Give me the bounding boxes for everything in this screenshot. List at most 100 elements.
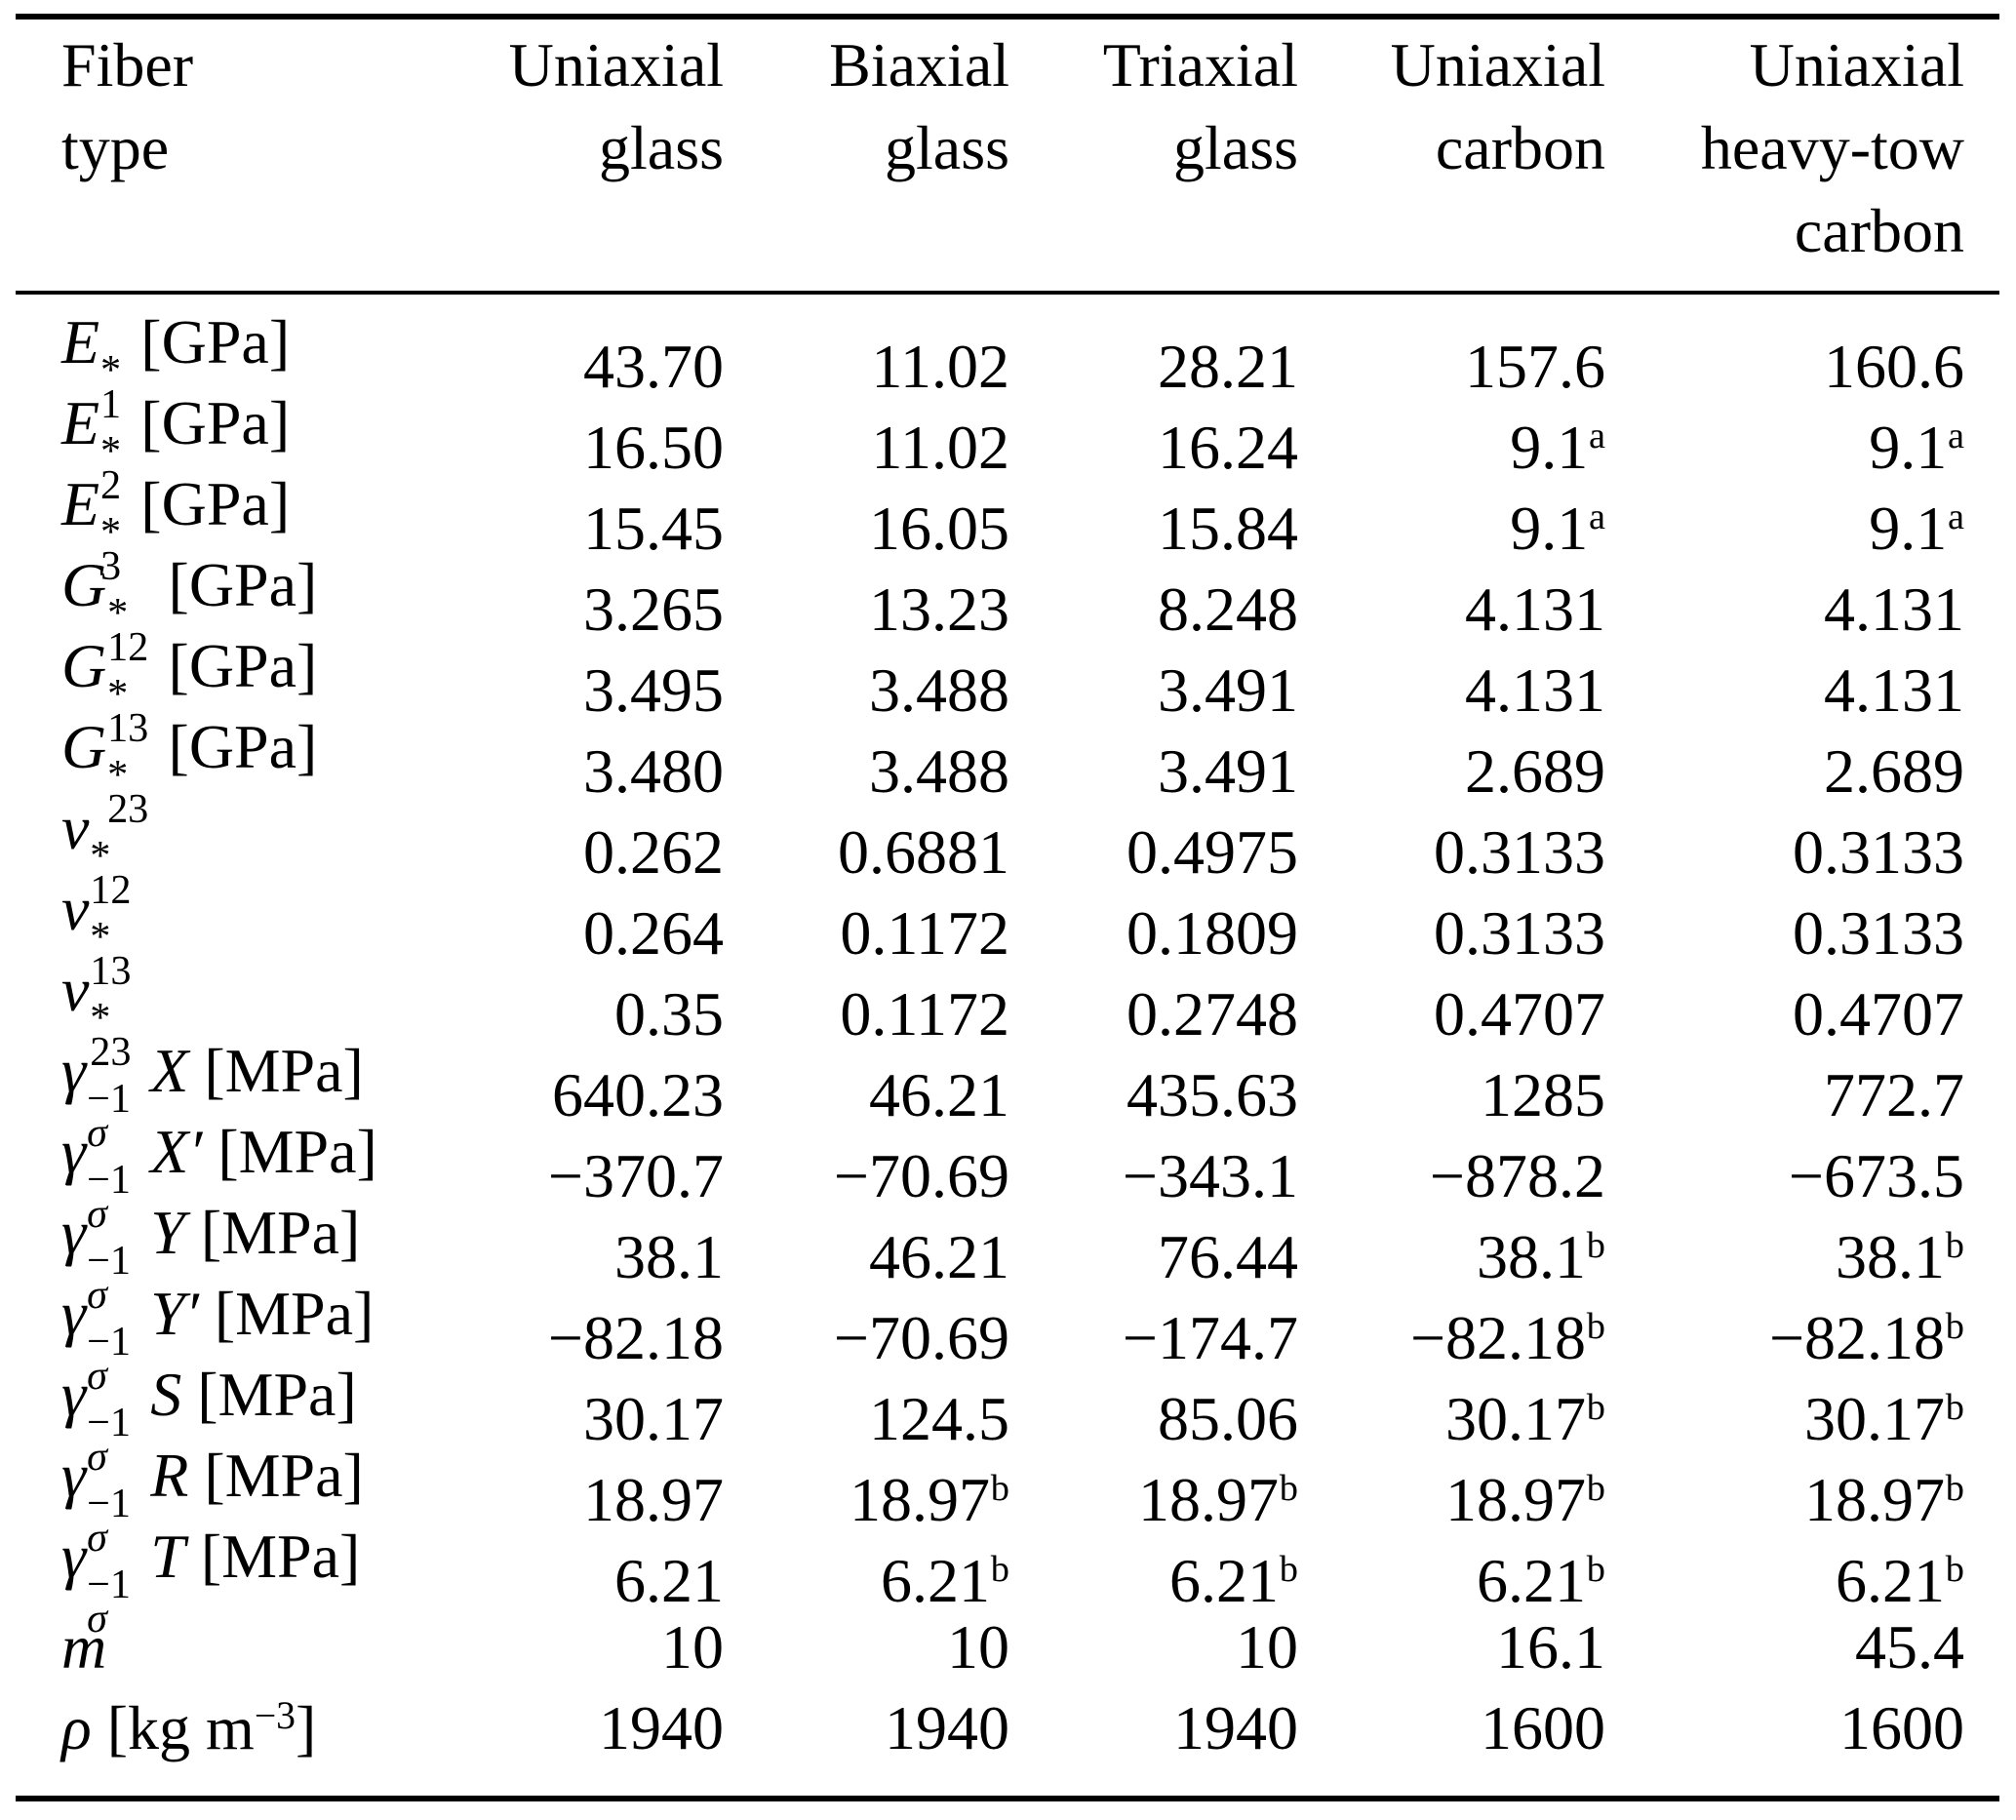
cell: 18.97b	[850, 1464, 1009, 1534]
header-line: carbon	[1435, 113, 1605, 182]
cell: 11.02	[871, 412, 1009, 482]
table-mid-rule	[16, 291, 1999, 295]
column-header-uniaxial-heavy-tow-carbon: Uniaxial heavy-tow carbon	[1605, 23, 1964, 272]
superscript: *	[107, 671, 129, 718]
superscript: −1	[87, 1481, 131, 1527]
cell: 0.6881	[838, 816, 1009, 887]
table-row: E * 3 [GPa] 15.45 16.05 15.84 9.1a 9.1a	[61, 473, 1964, 587]
stacked-sub-sup: −1 σ	[87, 1481, 131, 1558]
row-label: γ −1 σ S [MPa]	[61, 1360, 357, 1480]
cell: 0.4707	[1793, 978, 1964, 1048]
cell: −878.2	[1429, 1140, 1605, 1210]
cell: 1940	[599, 1692, 724, 1762]
cell: −82.18b	[1768, 1302, 1964, 1372]
cell: 3.491	[1158, 735, 1298, 806]
cell: 3.488	[869, 654, 1009, 725]
cell: 3.488	[869, 735, 1009, 806]
row-label: E * 2 [GPa]	[61, 388, 291, 508]
cell: 15.84	[1158, 493, 1298, 563]
column-header-uniaxial-glass: Uniaxial glass	[422, 23, 724, 272]
cell: 38.1	[614, 1221, 724, 1291]
cell: 43.70	[583, 331, 724, 401]
cell: 772.7	[1824, 1059, 1964, 1129]
subscript: 13	[107, 704, 149, 751]
row-label: ν * 12	[61, 793, 132, 913]
footnote-marker: b	[990, 1548, 1009, 1590]
superscript: *	[107, 752, 129, 799]
cell: 46.21	[869, 1221, 1009, 1291]
subscript: σ	[87, 1271, 107, 1318]
table-header-row: Fiber type Uniaxial glass Biaxial glass …	[61, 23, 1964, 272]
cell: 9.1a	[1869, 412, 1964, 482]
table-row: ν * 13 0.264 0.1172 0.1809 0.3133 0.3133	[61, 878, 1964, 992]
cell: 15.45	[583, 493, 724, 563]
stacked-sub-sup: * 2	[100, 431, 121, 505]
subscript: σ	[87, 1595, 107, 1642]
cell: 13.23	[869, 574, 1009, 644]
table-row: G * 12 [GPa] 3.265 13.23 8.248 4.131 4.131	[61, 554, 1964, 668]
cell: 10	[661, 1611, 724, 1682]
superscript: *	[99, 509, 122, 556]
header-line: Uniaxial	[1749, 30, 1964, 99]
cell: 28.21	[1158, 331, 1298, 401]
cell: 0.2748	[1127, 978, 1298, 1048]
footnote-marker: b	[1279, 1548, 1298, 1590]
row-label: ν * 23	[61, 955, 132, 1075]
footnote-marker: a	[1947, 415, 1964, 456]
footnote-marker: b	[1945, 1386, 1964, 1428]
subscript: 13	[90, 947, 132, 994]
cell: 6.21b	[1477, 1545, 1605, 1615]
stacked-sub-sup: * 23	[90, 995, 131, 1072]
cell: 3.265	[583, 574, 724, 644]
cell: 85.06	[1158, 1383, 1298, 1453]
superscript: *	[90, 914, 111, 961]
header-line: Fiber	[61, 30, 194, 99]
row-label: ρ [kg m−3]	[61, 1692, 317, 1762]
cell: 16.24	[1158, 412, 1298, 482]
footnote-marker: b	[1586, 1305, 1605, 1347]
subscript: 23	[107, 785, 149, 832]
cell: 30.17	[583, 1383, 724, 1453]
cell: 10	[1236, 1611, 1298, 1682]
cell: 3.491	[1158, 654, 1298, 725]
footnote-marker: a	[1588, 495, 1605, 537]
cell: 1285	[1481, 1059, 1605, 1129]
stacked-sub-sup: * 3	[99, 509, 122, 586]
stacked-sub-sup: * 13	[107, 671, 149, 751]
row-label: E * 3 [GPa]	[61, 469, 291, 589]
superscript: −1	[87, 1157, 131, 1204]
table-top-rule	[16, 14, 1999, 20]
header-line: Triaxial	[1102, 30, 1298, 99]
superscript: *	[90, 833, 111, 880]
cell: 4.131	[1824, 654, 1964, 725]
row-label: G * 12 [GPa]	[61, 550, 318, 670]
cell: −70.69	[833, 1140, 1009, 1210]
superscript: *	[90, 995, 111, 1042]
stacked-sub-sup: * 13	[90, 914, 132, 994]
cell: 435.63	[1127, 1059, 1298, 1129]
cell: −70.69	[833, 1302, 1009, 1372]
cell: 1600	[1481, 1692, 1605, 1762]
cell: 1940	[885, 1692, 1009, 1762]
cell: 4.131	[1465, 654, 1605, 725]
cell: 0.3133	[1434, 897, 1605, 968]
cell: 3.495	[583, 654, 724, 725]
column-header-fiber-type: Fiber type	[61, 23, 422, 272]
footnote-marker: b	[1945, 1224, 1964, 1266]
table-row: γ −1 σ Y [MPa] 38.1 46.21 76.44 38.1b 38.1…	[61, 1202, 1964, 1316]
header-line: glass	[1173, 113, 1298, 182]
cell: 18.97	[583, 1464, 724, 1534]
cell: 0.3133	[1793, 897, 1964, 968]
cell: 76.44	[1158, 1221, 1298, 1291]
cell: 6.21b	[1836, 1545, 1964, 1615]
header-line: glass	[599, 113, 724, 182]
table-row: ρ [kg m−3] 1940 1940 1940 1600 1600	[61, 1687, 1964, 1768]
cell: 30.17b	[1445, 1383, 1605, 1453]
subscript: σ	[87, 1190, 107, 1237]
cell: 3.480	[583, 735, 724, 806]
cell: 0.1172	[840, 978, 1009, 1048]
cell: −673.5	[1788, 1140, 1964, 1210]
cell: 9.1a	[1869, 493, 1964, 563]
stacked-sub-sup: * 12	[107, 593, 148, 667]
